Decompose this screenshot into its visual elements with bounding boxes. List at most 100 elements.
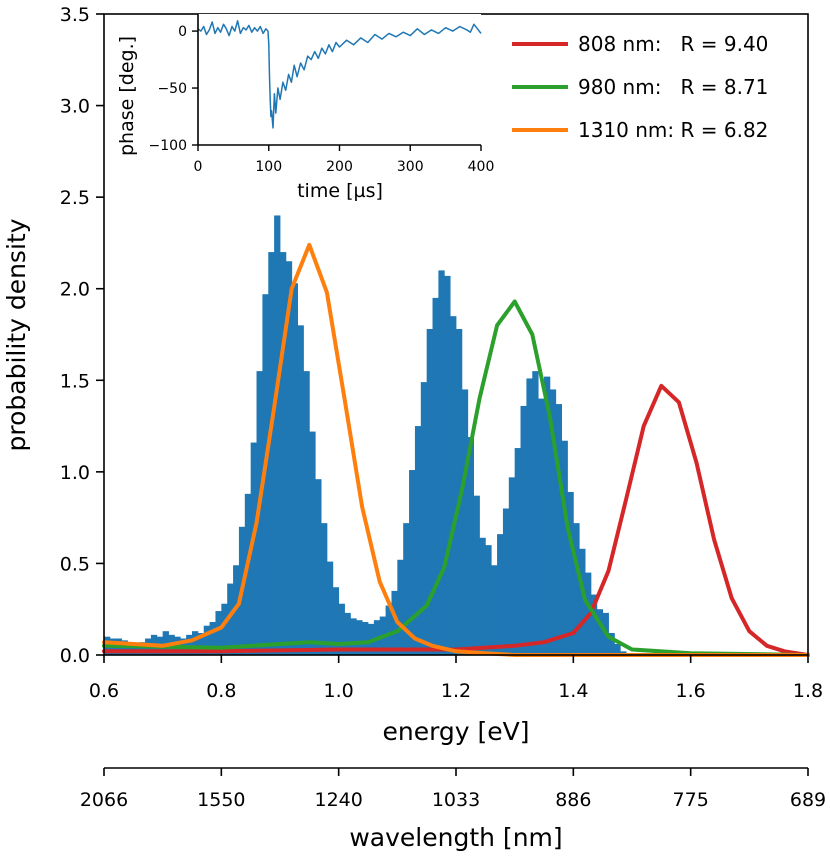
histogram-bar — [326, 561, 334, 655]
histogram-bar — [420, 382, 428, 655]
legend-entry-0: 808 nm: R = 9.40 — [578, 32, 768, 56]
histogram-bar — [332, 587, 340, 655]
x-tick-label: 1.4 — [558, 680, 588, 702]
histogram-bar — [186, 634, 193, 655]
histogram-bar — [567, 492, 574, 655]
y-tick-label: 2.0 — [60, 279, 90, 301]
histogram-bar — [291, 283, 298, 655]
histogram-bar — [397, 559, 404, 655]
histogram-bar — [573, 523, 580, 655]
histogram-bar — [614, 644, 621, 655]
histogram-bar — [590, 594, 598, 655]
histogram-bar — [362, 622, 369, 655]
inset-background — [198, 14, 481, 145]
histogram-bar — [403, 523, 410, 655]
y-tick-label: 0.5 — [60, 553, 90, 575]
inset-x-tick-label: 100 — [255, 159, 282, 175]
main-axes: 0.6 0.8 1.0 1.2 1.4 1.6 1.8 0.0 0.5 1.0 1.5 2.0 2.5 3… — [60, 4, 823, 702]
histogram-bar — [268, 252, 275, 655]
histogram-bar — [321, 523, 328, 655]
histogram-bar — [303, 371, 310, 655]
histogram-bar — [579, 548, 586, 655]
legend-entry-1: 980 nm: R = 8.71 — [578, 75, 768, 99]
inset-y-tick-label: −50 — [157, 81, 187, 97]
inset-x-axis-label: time [µs] — [297, 180, 383, 202]
histogram-bar — [356, 620, 363, 655]
histogram-bar — [549, 389, 557, 655]
wavelength-tick-label: 886 — [555, 789, 591, 811]
inset-y-tick-label: 0 — [178, 24, 187, 40]
inset-phase-trace — [197, 20, 482, 129]
histogram-bar — [285, 261, 293, 655]
inset-y-tick-label: −100 — [149, 138, 187, 154]
wavelength-axis: 2066 1550 1240 1033 886 775 689 — [80, 767, 826, 811]
inset-chart: 0 100 200 300 400 0 −50 −100 time [µs] phase [d… — [116, 14, 494, 202]
x-tick-label: 0.6 — [89, 680, 119, 702]
y-tick-label: 3.5 — [60, 4, 90, 26]
histogram-bar — [385, 605, 392, 655]
legend: 808 nm: R = 9.40 980 nm: R = 8.71 1310 nm:… — [512, 32, 768, 142]
histogram-bar — [338, 603, 345, 655]
x-tick-label: 1.0 — [324, 680, 354, 702]
inset-axes: 0 100 200 300 400 0 −50 −100 — [149, 14, 494, 175]
y-tick-label: 0.0 — [60, 645, 90, 667]
histogram-bar — [391, 590, 398, 655]
wavelength-axis-label: wavelength [nm] — [349, 823, 562, 852]
histogram-bar — [608, 633, 615, 655]
histogram-bar — [561, 440, 568, 655]
histogram-bar — [532, 371, 539, 655]
histogram-bar — [555, 404, 562, 655]
y-tick-label: 3.0 — [60, 96, 90, 118]
histogram-bar — [315, 479, 322, 655]
histogram-bar — [502, 508, 510, 655]
histogram-bar — [250, 442, 257, 655]
legend-entry-2: 1310 nm: R = 6.82 — [578, 118, 768, 142]
histogram-bar — [162, 631, 169, 655]
histogram-bar — [467, 437, 474, 655]
histogram-bar — [497, 534, 504, 655]
histogram-bar — [215, 611, 222, 655]
histogram-bar — [227, 583, 234, 655]
histogram-bar — [426, 329, 433, 655]
histogram-bar — [485, 545, 492, 655]
histogram-bar — [221, 603, 228, 655]
wavelength-tick-label: 1033 — [432, 789, 480, 811]
histogram-bar — [450, 316, 457, 655]
y-tick-label: 1.0 — [60, 462, 90, 484]
fit-curve-1 — [102, 299, 810, 657]
histogram-bar — [139, 642, 146, 655]
histogram-bar — [508, 477, 516, 655]
inset-y-axis-label: phase [deg.] — [116, 36, 138, 156]
x-tick-label: 1.2 — [441, 680, 471, 702]
histogram-bar — [244, 493, 252, 655]
histogram-bar — [538, 398, 545, 655]
histogram-bar — [127, 642, 134, 655]
inset-trace-line — [197, 20, 482, 129]
histogram-bar — [209, 622, 216, 655]
histogram-bar — [192, 631, 199, 655]
histogram-bar — [456, 329, 463, 655]
wavelength-tick-label: 1550 — [197, 789, 245, 811]
y-axis-label: probability density — [2, 218, 31, 451]
histogram-bar — [274, 215, 281, 655]
histogram-bar — [544, 376, 551, 655]
histogram-bar — [197, 633, 205, 655]
fit-curve-0 — [102, 383, 810, 657]
histogram-bar — [491, 565, 498, 655]
histogram-bar — [203, 625, 210, 655]
histogram-bar — [438, 270, 445, 655]
x-tick-label: 1.8 — [793, 680, 823, 702]
wavelength-tick-label: 1240 — [314, 789, 362, 811]
inset-x-tick-label: 200 — [326, 159, 353, 175]
histogram-bar — [461, 389, 469, 655]
histogram-bar — [350, 618, 357, 655]
y-tick-label: 1.5 — [60, 370, 90, 392]
histogram-bar — [409, 470, 416, 655]
histogram-bar — [514, 448, 521, 655]
histogram-bar — [280, 252, 287, 655]
wavelength-tick-label: 775 — [673, 789, 709, 811]
histogram-bar — [414, 426, 422, 655]
x-axis-label: energy [eV] — [382, 717, 529, 746]
histogram-bar — [297, 325, 304, 655]
